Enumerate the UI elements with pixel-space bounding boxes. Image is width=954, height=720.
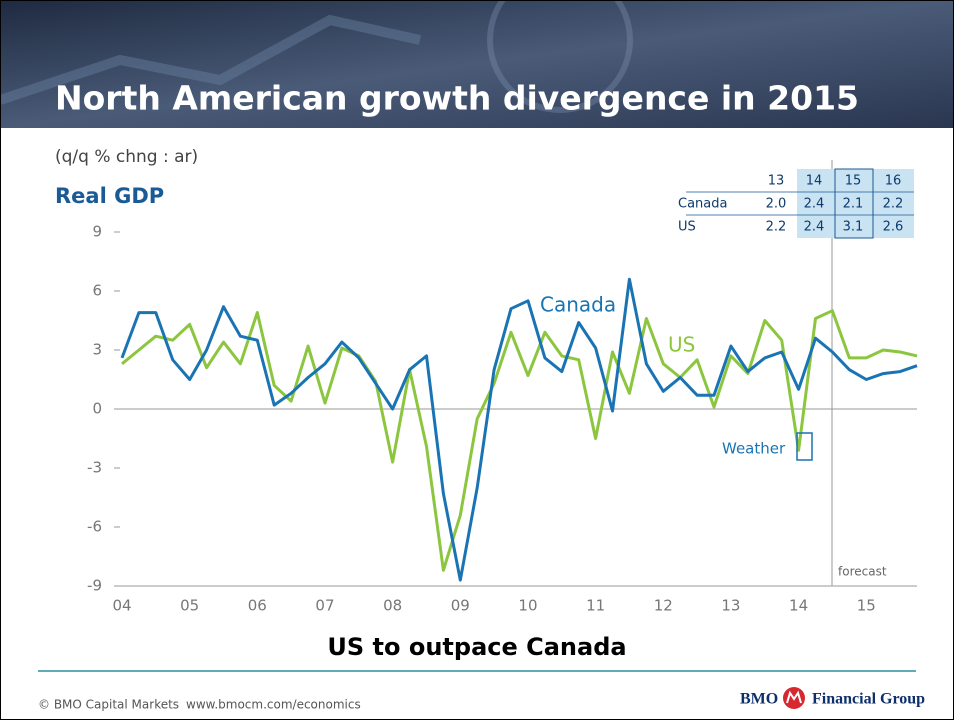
footer-copyright: © BMO Capital Markets <box>38 698 179 712</box>
subtitle: (q/q % chng : ar) <box>55 147 198 167</box>
y-tick-label: 6 <box>92 282 102 300</box>
footer-url: www.bmocm.com/economics <box>186 698 361 712</box>
series-line <box>122 279 917 580</box>
x-tick-label: 13 <box>721 597 740 615</box>
chart-title: Real GDP <box>55 184 164 208</box>
x-tick-label: 14 <box>789 597 808 615</box>
table-cell: 2.1 <box>843 197 864 212</box>
series-label: US <box>668 333 695 357</box>
table-header: 15 <box>845 174 862 189</box>
slide-title: North American growth divergence in 2015 <box>55 79 859 118</box>
x-tick-label: 07 <box>315 597 334 615</box>
table-header: 16 <box>885 174 902 189</box>
x-tick-label: 05 <box>180 597 199 615</box>
forecast-label: forecast <box>838 565 887 579</box>
brand: BMO <box>740 691 778 708</box>
y-tick-label: -3 <box>87 459 102 477</box>
table-header: 13 <box>768 174 785 189</box>
y-tick-label: 3 <box>92 341 102 359</box>
x-tick-label: 15 <box>857 597 876 615</box>
y-tick-label: 0 <box>92 400 102 418</box>
y-tick-label: -9 <box>87 577 102 595</box>
bottom-title: US to outpace Canada <box>327 633 626 661</box>
y-tick-label: -6 <box>87 518 102 536</box>
x-tick-label: 11 <box>586 597 605 615</box>
table-cell: 2.4 <box>804 220 825 235</box>
x-tick-label: 10 <box>518 597 537 615</box>
table-cell: 2.2 <box>883 197 904 212</box>
x-tick-label: 12 <box>654 597 673 615</box>
table-row-label: Canada <box>678 197 727 212</box>
x-tick-label: 08 <box>383 597 402 615</box>
table-header: 14 <box>806 174 823 189</box>
table-cell: 2.0 <box>766 197 787 212</box>
table-row-label: US <box>678 220 696 235</box>
y-tick-label: 9 <box>92 223 102 241</box>
table-cell: 2.6 <box>883 220 904 235</box>
table-cell: 3.1 <box>843 220 864 235</box>
series-label: Canada <box>540 293 616 317</box>
x-tick-label: 04 <box>112 597 131 615</box>
table-cell: 2.4 <box>804 197 825 212</box>
brand-group: Financial Group <box>812 691 925 708</box>
x-tick-label: 09 <box>451 597 470 615</box>
slide: North American growth divergence in 2015… <box>0 0 954 720</box>
x-tick-label: 06 <box>248 597 267 615</box>
table-cell: 2.2 <box>766 220 787 235</box>
annotation: Weather <box>722 440 786 458</box>
